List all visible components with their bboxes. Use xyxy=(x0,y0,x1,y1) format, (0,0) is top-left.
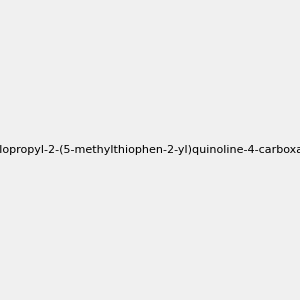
Text: N-cyclopropyl-2-(5-methylthiophen-2-yl)quinoline-4-carboxamide: N-cyclopropyl-2-(5-methylthiophen-2-yl)q… xyxy=(0,145,300,155)
